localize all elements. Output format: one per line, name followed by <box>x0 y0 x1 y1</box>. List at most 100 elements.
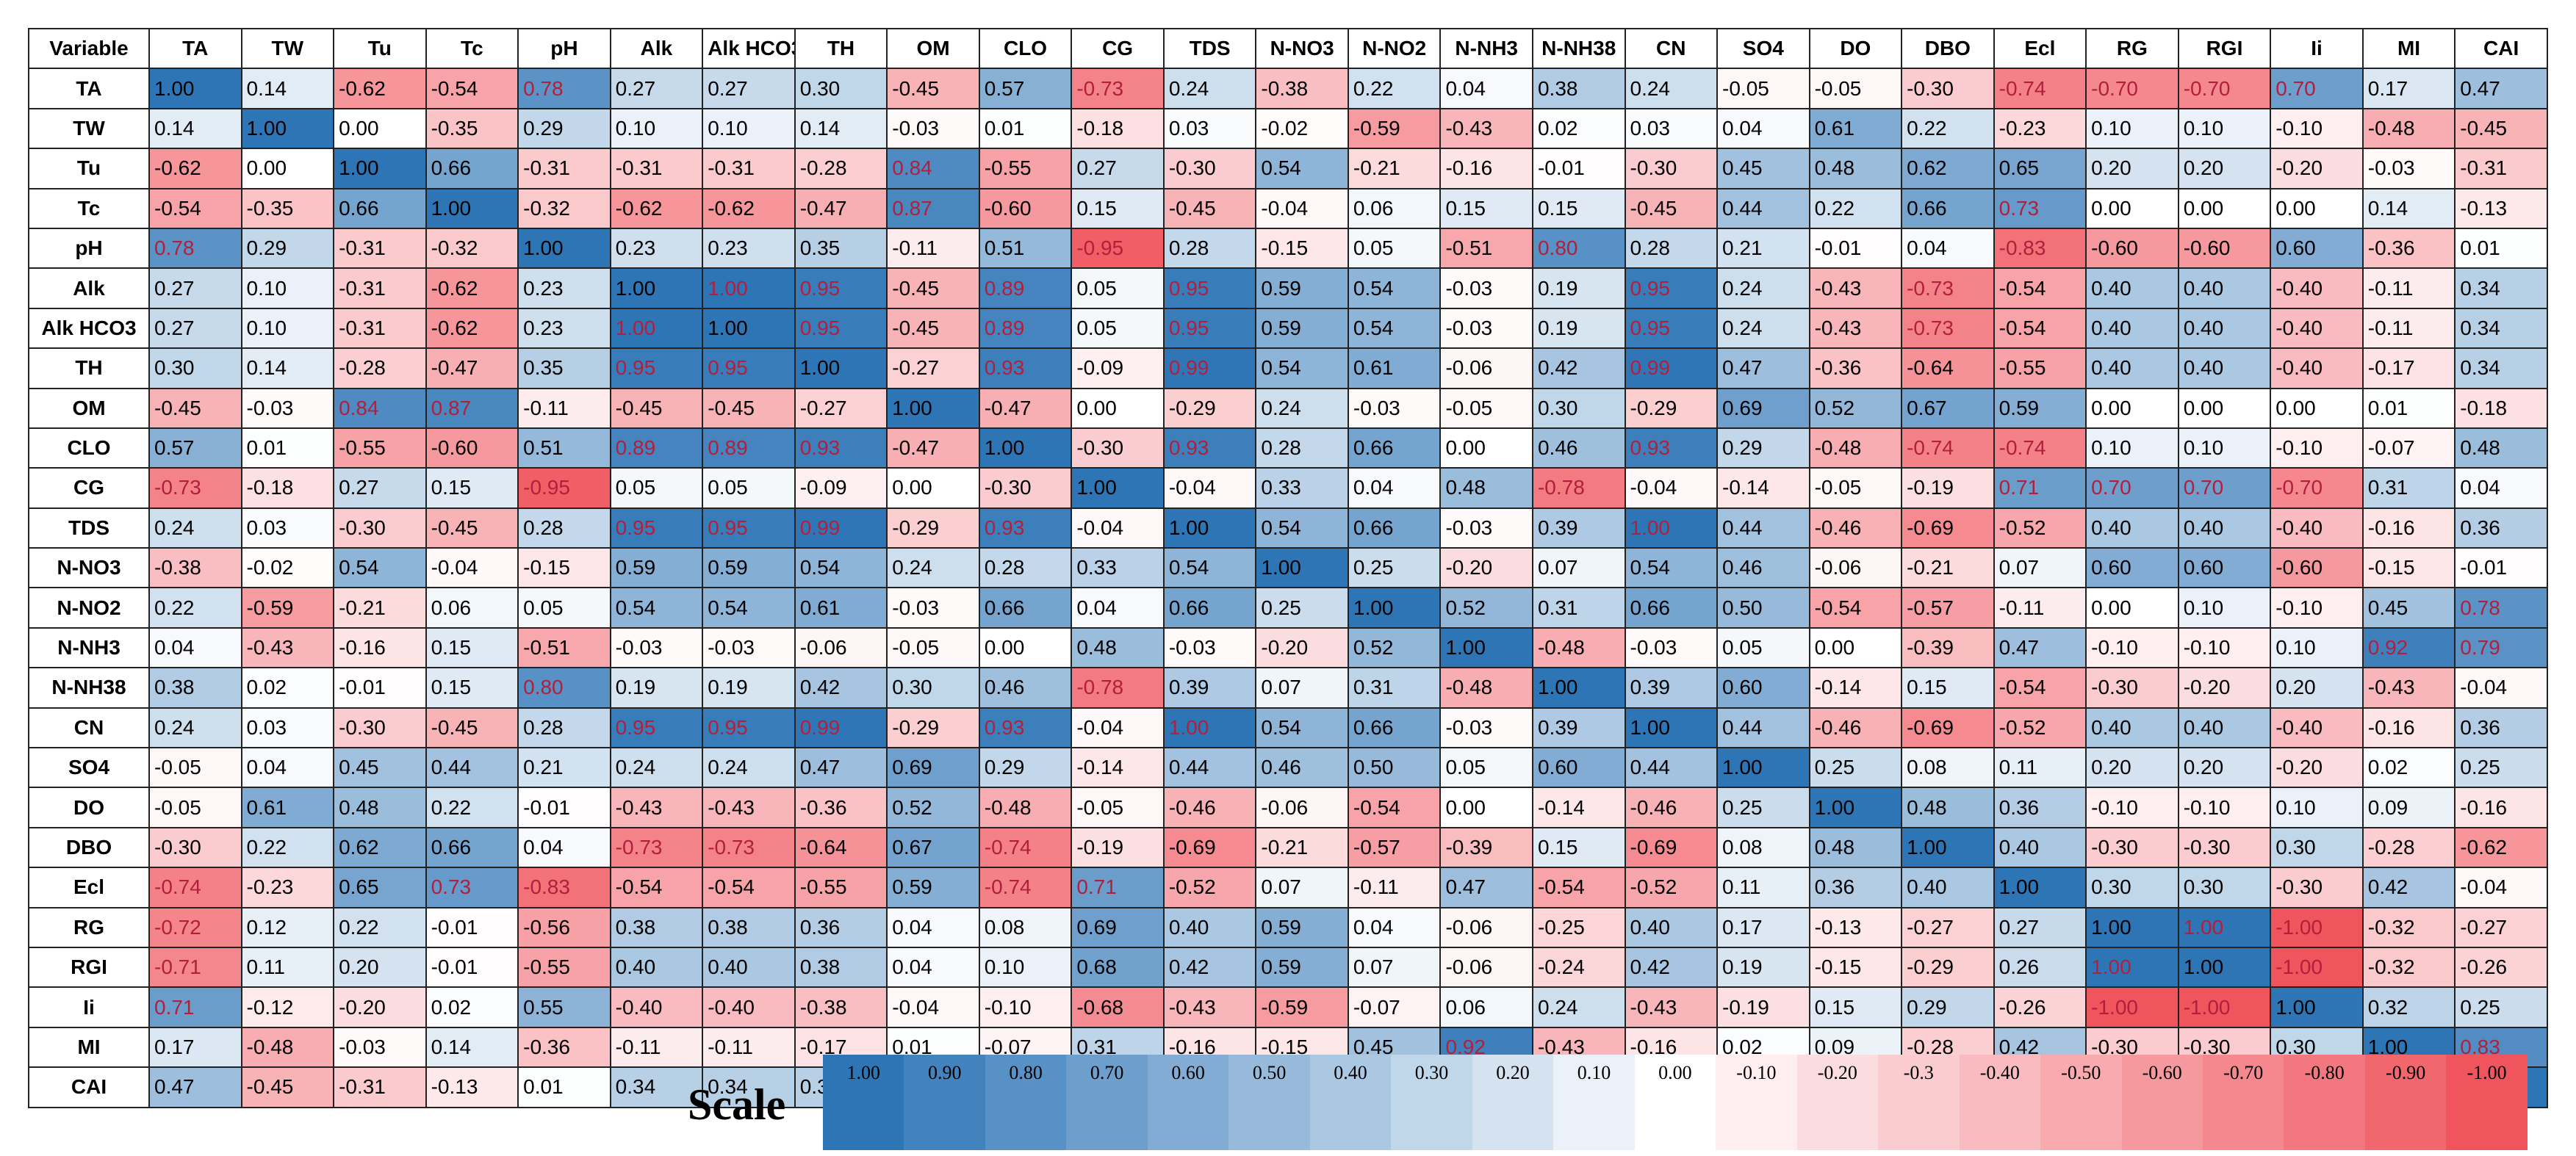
correlation-cell: 0.05 <box>609 467 704 509</box>
correlation-cell: 0.24 <box>1716 307 1810 350</box>
correlation-cell: -0.59 <box>1255 986 1349 1028</box>
correlation-cell: -0.54 <box>1993 307 2087 350</box>
correlation-cell: 0.66 <box>1347 707 1442 749</box>
correlation-cell: 0.99 <box>794 507 888 549</box>
correlation-cell: 0.23 <box>609 227 704 270</box>
correlation-cell: 0.52 <box>1347 626 1442 669</box>
correlation-cell: 0.48 <box>1071 626 1165 669</box>
correlation-cell: -0.54 <box>609 867 704 908</box>
correlation-cell: 0.66 <box>978 587 1073 629</box>
correlation-cell: -0.03 <box>702 626 796 669</box>
scale-swatch: 0.50 <box>1228 1055 1310 1150</box>
correlation-cell: -0.03 <box>1439 267 1533 309</box>
correlation-cell: 0.59 <box>609 547 704 589</box>
correlation-cell: 0.38 <box>1531 68 1626 109</box>
correlation-cell: 0.95 <box>794 267 888 309</box>
correlation-cell: 0.24 <box>702 747 796 789</box>
correlation-cell: -0.45 <box>609 387 704 429</box>
correlation-cell: 0.54 <box>702 587 796 629</box>
row-header: TH <box>28 347 150 389</box>
correlation-cell: 0.48 <box>1808 826 1903 869</box>
correlation-cell: -0.27 <box>1901 906 1995 948</box>
correlation-cell: -0.06 <box>1808 547 1903 589</box>
matrix-row: Alk HCO3 0.27 0.10 -0.31 -0.62 0.23 1.00 1.00 0.… <box>28 307 2548 350</box>
correlation-cell: -0.55 <box>978 148 1073 189</box>
correlation-cell: 0.15 <box>1901 667 1995 709</box>
correlation-cell: 0.48 <box>333 787 427 828</box>
correlation-cell: -0.05 <box>1716 68 1810 109</box>
correlation-cell: 0.50 <box>1716 587 1810 629</box>
correlation-cell: -0.38 <box>794 986 888 1028</box>
correlation-cell: -0.28 <box>1901 1026 1995 1069</box>
correlation-cell: 0.40 <box>2085 707 2179 749</box>
scale-title: Scale <box>688 1080 786 1129</box>
correlation-cell: -0.21 <box>1255 826 1349 869</box>
correlation-cell: -0.60 <box>2270 547 2364 589</box>
correlation-cell: 0.40 <box>2177 307 2272 350</box>
correlation-cell: 0.07 <box>1255 667 1349 709</box>
correlation-cell: -0.46 <box>1808 507 1903 549</box>
correlation-cell: 0.14 <box>240 347 335 389</box>
correlation-cell: 1.00 <box>2177 946 2272 989</box>
correlation-cell: -0.01 <box>1531 148 1626 189</box>
column-header: SO4 <box>1716 27 1810 70</box>
correlation-cell: 0.93 <box>978 707 1073 749</box>
correlation-cell: -0.03 <box>1439 507 1533 549</box>
correlation-cell: 0.00 <box>2270 387 2364 429</box>
correlation-cell: -0.03 <box>1624 626 1719 669</box>
correlation-cell: 0.93 <box>978 347 1073 389</box>
correlation-cell: -0.30 <box>2085 667 2179 709</box>
correlation-cell: 0.11 <box>240 946 335 989</box>
matrix-row: Ii 0.71 -0.12 -0.20 0.02 0.55 -0.40 -0.40 -0.38-… <box>28 986 2548 1028</box>
correlation-cell: -0.10 <box>978 986 1073 1028</box>
correlation-cell: 0.00 <box>1439 427 1533 469</box>
column-header: Alk <box>609 27 704 70</box>
column-header: Alk HCO3 <box>702 27 796 70</box>
correlation-cell: -0.29 <box>886 507 980 549</box>
correlation-cell: 0.66 <box>425 826 519 869</box>
scale-swatch: -0.10 <box>1716 1055 1797 1150</box>
scale-tick-label: -1.00 <box>2467 1062 2507 1083</box>
correlation-cell: 0.00 <box>2177 187 2272 229</box>
correlation-cell: 0.95 <box>609 707 704 749</box>
correlation-cell: 0.54 <box>1347 267 1442 309</box>
matrix-row: DBO -0.30 0.22 0.62 0.66 0.04 -0.73 -0.73 -0.64 0… <box>28 826 2548 869</box>
correlation-cell: 1.00 <box>609 267 704 309</box>
color-scale-bar: 1.00 0.90 0.80 0.70 0.60 0.50 0.40 0.30 0.20 0.10… <box>823 1055 2528 1150</box>
row-header: Tc <box>28 187 150 229</box>
correlation-cell: 0.66 <box>425 148 519 189</box>
correlation-cell: 0.95 <box>1624 307 1719 350</box>
correlation-cell: 0.14 <box>148 107 242 150</box>
correlation-cell: 0.20 <box>333 946 427 989</box>
correlation-cell: -0.20 <box>2270 747 2364 789</box>
correlation-cell: 0.20 <box>2270 667 2364 709</box>
correlation-cell: -0.30 <box>1071 427 1165 469</box>
correlation-cell: 0.40 <box>1162 906 1257 948</box>
correlation-cell: 0.42 <box>794 667 888 709</box>
correlation-cell: 0.01 <box>2454 227 2548 270</box>
correlation-cell: -0.70 <box>2085 68 2179 109</box>
correlation-cell: 0.44 <box>1716 187 1810 229</box>
correlation-cell: 0.66 <box>1901 187 1995 229</box>
correlation-cell: 0.28 <box>1255 427 1349 469</box>
matrix-row: Tu -0.62 0.00 1.00 0.66 -0.31 -0.31 -0.31 -0.28 0… <box>28 148 2548 189</box>
correlation-cell: 1.00 <box>1531 667 1626 709</box>
correlation-cell: -0.04 <box>425 547 519 589</box>
correlation-cell: 0.24 <box>1162 68 1257 109</box>
correlation-cell: 0.19 <box>702 667 796 709</box>
correlation-cell: 0.52 <box>886 787 980 828</box>
correlation-cell: -0.64 <box>794 826 888 869</box>
correlation-cell: 0.22 <box>1808 187 1903 229</box>
correlation-cell: -0.73 <box>702 826 796 869</box>
scale-swatch: 0.70 <box>1066 1055 1148 1150</box>
correlation-cell: 0.36 <box>1808 867 1903 908</box>
correlation-cell: 0.04 <box>240 747 335 789</box>
correlation-cell: 0.57 <box>978 68 1073 109</box>
correlation-cell: -0.83 <box>517 867 611 908</box>
row-header: DBO <box>28 826 150 869</box>
correlation-cell: 1.00 <box>2270 986 2364 1028</box>
correlation-cell: -0.10 <box>2270 587 2364 629</box>
correlation-cell: 0.45 <box>333 747 427 789</box>
correlation-cell: -0.43 <box>1162 986 1257 1028</box>
correlation-cell: -0.48 <box>1531 626 1626 669</box>
